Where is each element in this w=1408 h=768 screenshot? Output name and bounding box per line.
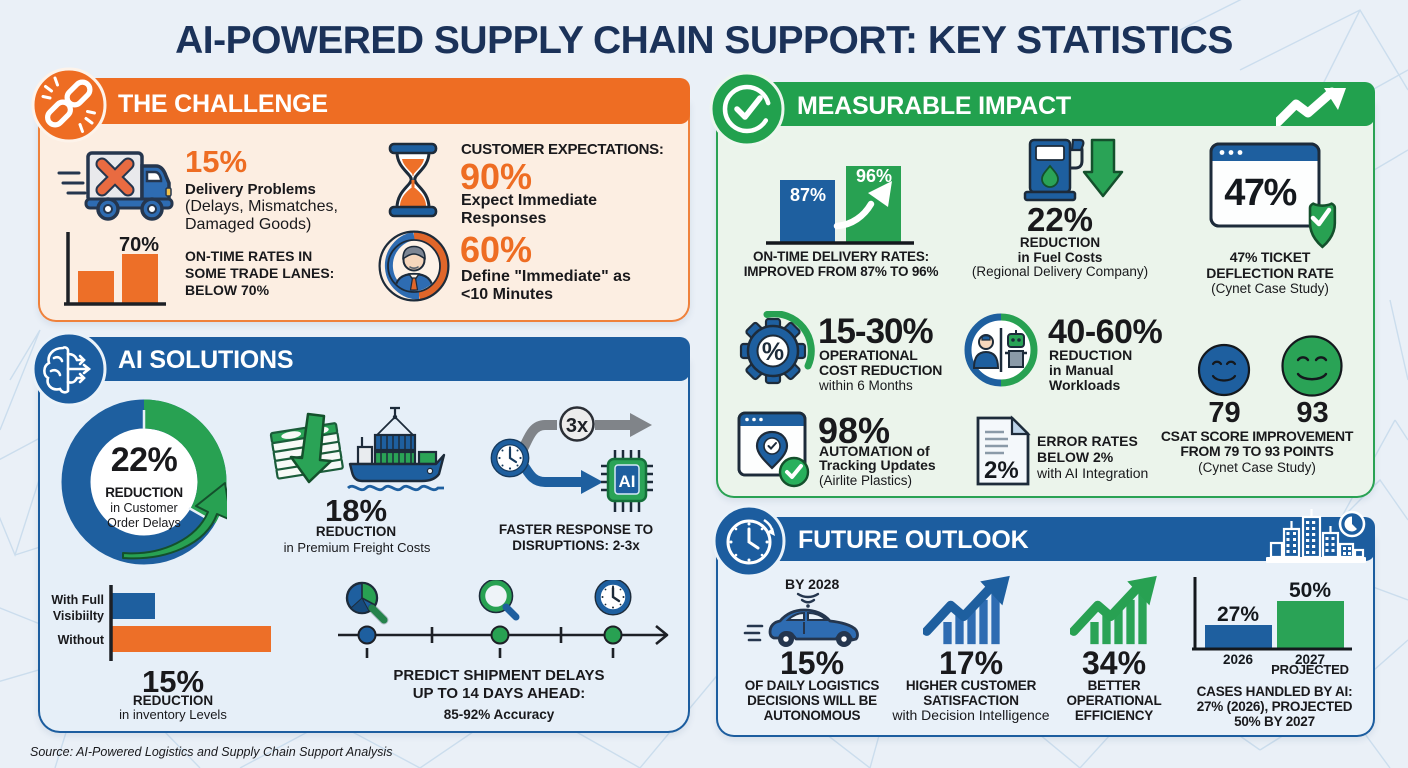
svg-text:3x: 3x (566, 415, 588, 437)
svg-text:%: % (762, 338, 784, 366)
svg-text:47%: 47% (1224, 172, 1296, 214)
svg-text:2026: 2026 (1223, 652, 1254, 667)
svg-text:27%: 27% (1217, 603, 1259, 626)
svg-text:50%: 50% (1289, 579, 1331, 602)
svg-text:96%: 96% (856, 166, 892, 186)
svg-text:AI: AI (619, 472, 636, 491)
svg-text:2%: 2% (984, 457, 1019, 484)
svg-text:87%: 87% (790, 185, 826, 205)
svg-text:2027: 2027 (1295, 652, 1325, 667)
